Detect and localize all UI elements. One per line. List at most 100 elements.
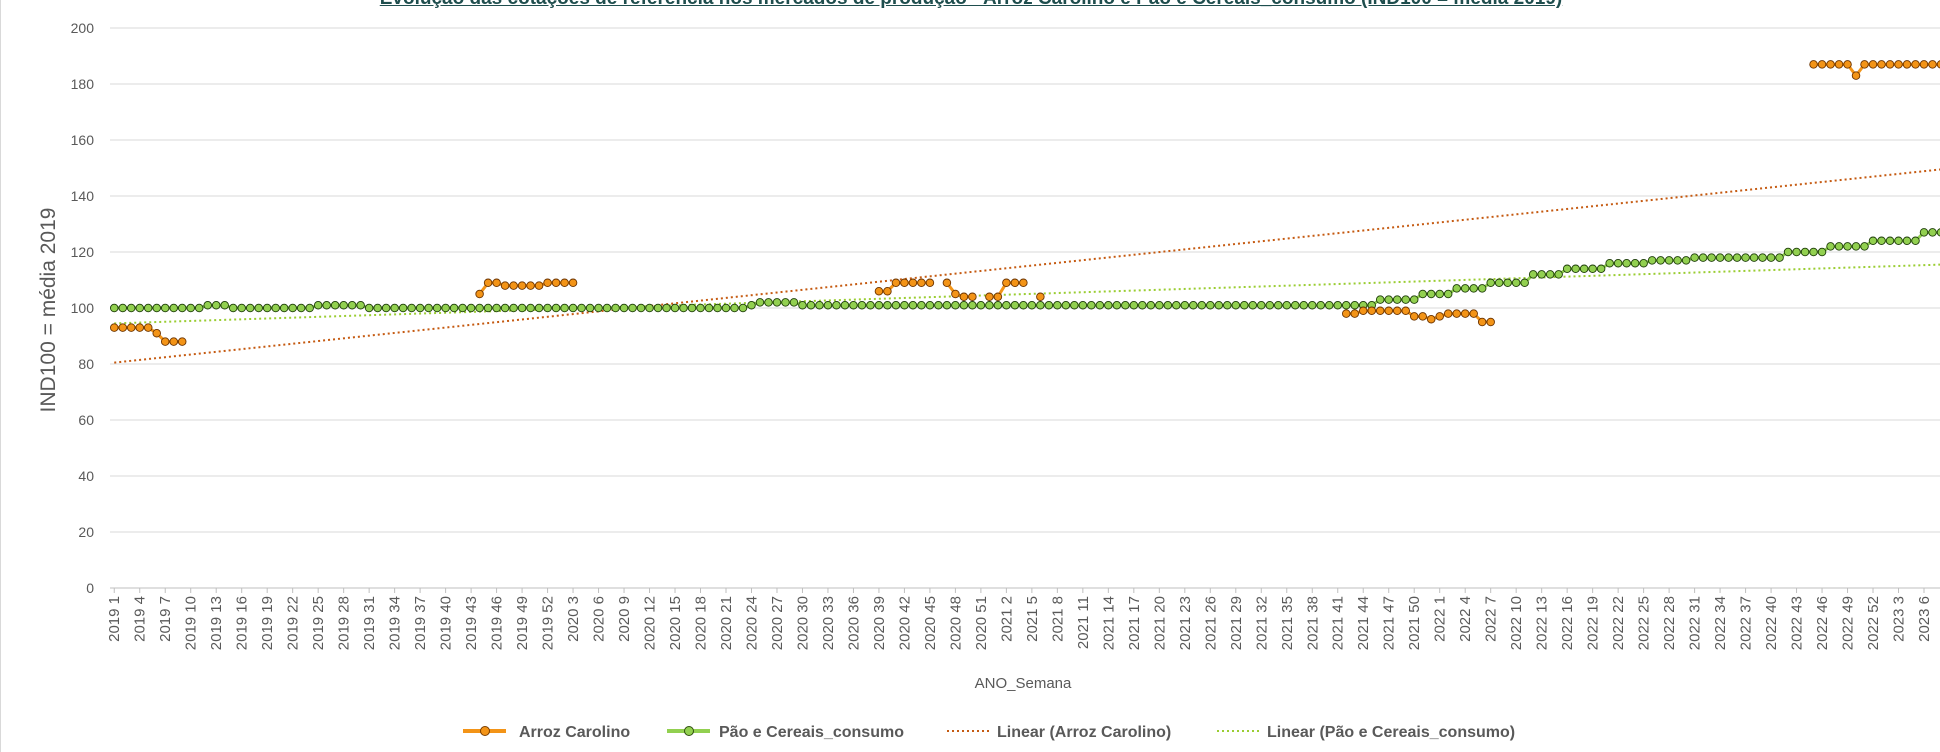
data-point-pao (721, 303, 731, 313)
data-point-pao (942, 300, 952, 310)
data-point-arroz (900, 278, 909, 288)
data-point-arroz (1911, 60, 1920, 69)
x-tick-label: 2019 16 (234, 596, 251, 650)
data-point-pao (1477, 284, 1487, 293)
data-point-arroz (1384, 306, 1393, 316)
data-point-pao (373, 303, 382, 313)
x-tick-label: 2022 19 (1585, 596, 1602, 650)
x-tick-label: 2020 27 (769, 596, 786, 650)
data-point-pao (109, 303, 119, 313)
data-point-pao (526, 303, 535, 313)
data-point-arroz (135, 323, 144, 332)
data-point-pao (1673, 256, 1682, 265)
data-point-arroz (177, 337, 187, 346)
x-tick-label: 2022 46 (1814, 596, 1831, 650)
x-tick-label: 2022 4 (1457, 596, 1474, 642)
x-tick-label: 2022 28 (1661, 596, 1678, 650)
data-point-pao (1596, 264, 1606, 274)
x-tick-label: 2022 10 (1508, 596, 1525, 650)
data-point-pao (1104, 300, 1113, 310)
x-tick-label: 2019 40 (438, 596, 455, 650)
data-point-pao (1214, 300, 1224, 310)
data-point-pao (645, 303, 654, 313)
data-point-pao (305, 303, 314, 313)
data-point-pao (687, 303, 697, 313)
data-point-arroz (152, 328, 161, 338)
x-tick-label: 2019 31 (361, 596, 378, 650)
data-point-pao (1647, 256, 1657, 265)
data-point-pao (781, 298, 790, 307)
x-tick-label: 2019 52 (540, 596, 557, 650)
data-point-pao (1758, 253, 1767, 262)
x-tick-label: 2021 35 (1279, 596, 1296, 650)
x-tick-label: 2019 28 (336, 596, 353, 650)
data-point-arroz (1928, 60, 1937, 69)
data-point-pao (951, 300, 960, 310)
data-point-pao (1002, 300, 1011, 310)
data-point-pao (543, 303, 552, 313)
x-tick-label: 2019 37 (412, 596, 429, 650)
data-point-pao (1121, 300, 1130, 310)
data-point-arroz (942, 278, 952, 288)
data-point-pao (211, 300, 221, 310)
x-tick-label: 2021 14 (1100, 596, 1117, 650)
trendline (114, 263, 1940, 325)
data-point-pao (772, 298, 782, 307)
x-tick-label: 2021 17 (1126, 596, 1143, 650)
data-point-pao (1095, 300, 1105, 310)
data-point-pao (262, 303, 272, 313)
data-point-arroz (874, 286, 884, 296)
data-point-pao (449, 303, 459, 313)
data-point-arroz (1817, 60, 1827, 69)
data-point-arroz (500, 281, 510, 290)
data-point-pao (1460, 284, 1470, 293)
data-point-pao (313, 300, 323, 310)
x-tick-label: 2020 33 (820, 596, 837, 650)
data-point-arroz (1834, 60, 1844, 69)
data-point-pao (908, 300, 918, 310)
x-tick-label: 2020 24 (743, 596, 760, 650)
x-tick-label: 2021 29 (1228, 596, 1245, 650)
y-tick-label: 100 (71, 300, 95, 316)
data-point-arroz (1877, 60, 1886, 69)
data-point-pao (857, 300, 867, 310)
data-point-pao (1010, 300, 1020, 310)
data-point-pao (866, 300, 875, 310)
data-point-pao (228, 303, 238, 313)
data-point-pao (900, 300, 909, 310)
data-point-arroz (985, 292, 994, 302)
data-point-arroz (908, 278, 918, 288)
data-point-pao (1749, 253, 1759, 262)
data-point-pao (1537, 270, 1546, 279)
x-axis-title: ANO_Semana (975, 675, 1072, 692)
data-point-pao (993, 300, 1003, 310)
data-point-pao (568, 303, 578, 313)
data-point-pao (194, 303, 204, 313)
data-point-pao (1664, 256, 1674, 265)
y-tick-label: 200 (71, 20, 95, 36)
x-tick-label: 2019 22 (285, 596, 302, 650)
series-line-arroz (945, 281, 973, 299)
y-axis-title: IND100 = média 2019 (37, 208, 60, 413)
data-point-pao (713, 303, 722, 313)
data-point-arroz (1936, 60, 1940, 69)
data-point-pao (1579, 264, 1589, 274)
data-point-arroz (1919, 60, 1929, 69)
data-point-arroz (1469, 309, 1478, 318)
data-point-arroz (483, 278, 493, 288)
y-tick-label: 160 (71, 132, 95, 148)
series-layer (109, 60, 1940, 346)
y-tick-label: 140 (71, 188, 95, 204)
x-tick-label: 2022 31 (1687, 596, 1704, 650)
data-point-arroz (1036, 292, 1045, 302)
data-point-arroz (568, 278, 578, 288)
data-point-arroz (1367, 306, 1376, 316)
data-point-pao (1469, 284, 1478, 293)
data-point-arroz (1894, 60, 1903, 69)
legend-label-linear-arroz: Linear (Arroz Carolino) (997, 724, 1171, 741)
x-tick-label: 2021 38 (1304, 596, 1321, 650)
data-point-pao (1341, 300, 1351, 310)
data-point-pao (1384, 295, 1393, 304)
